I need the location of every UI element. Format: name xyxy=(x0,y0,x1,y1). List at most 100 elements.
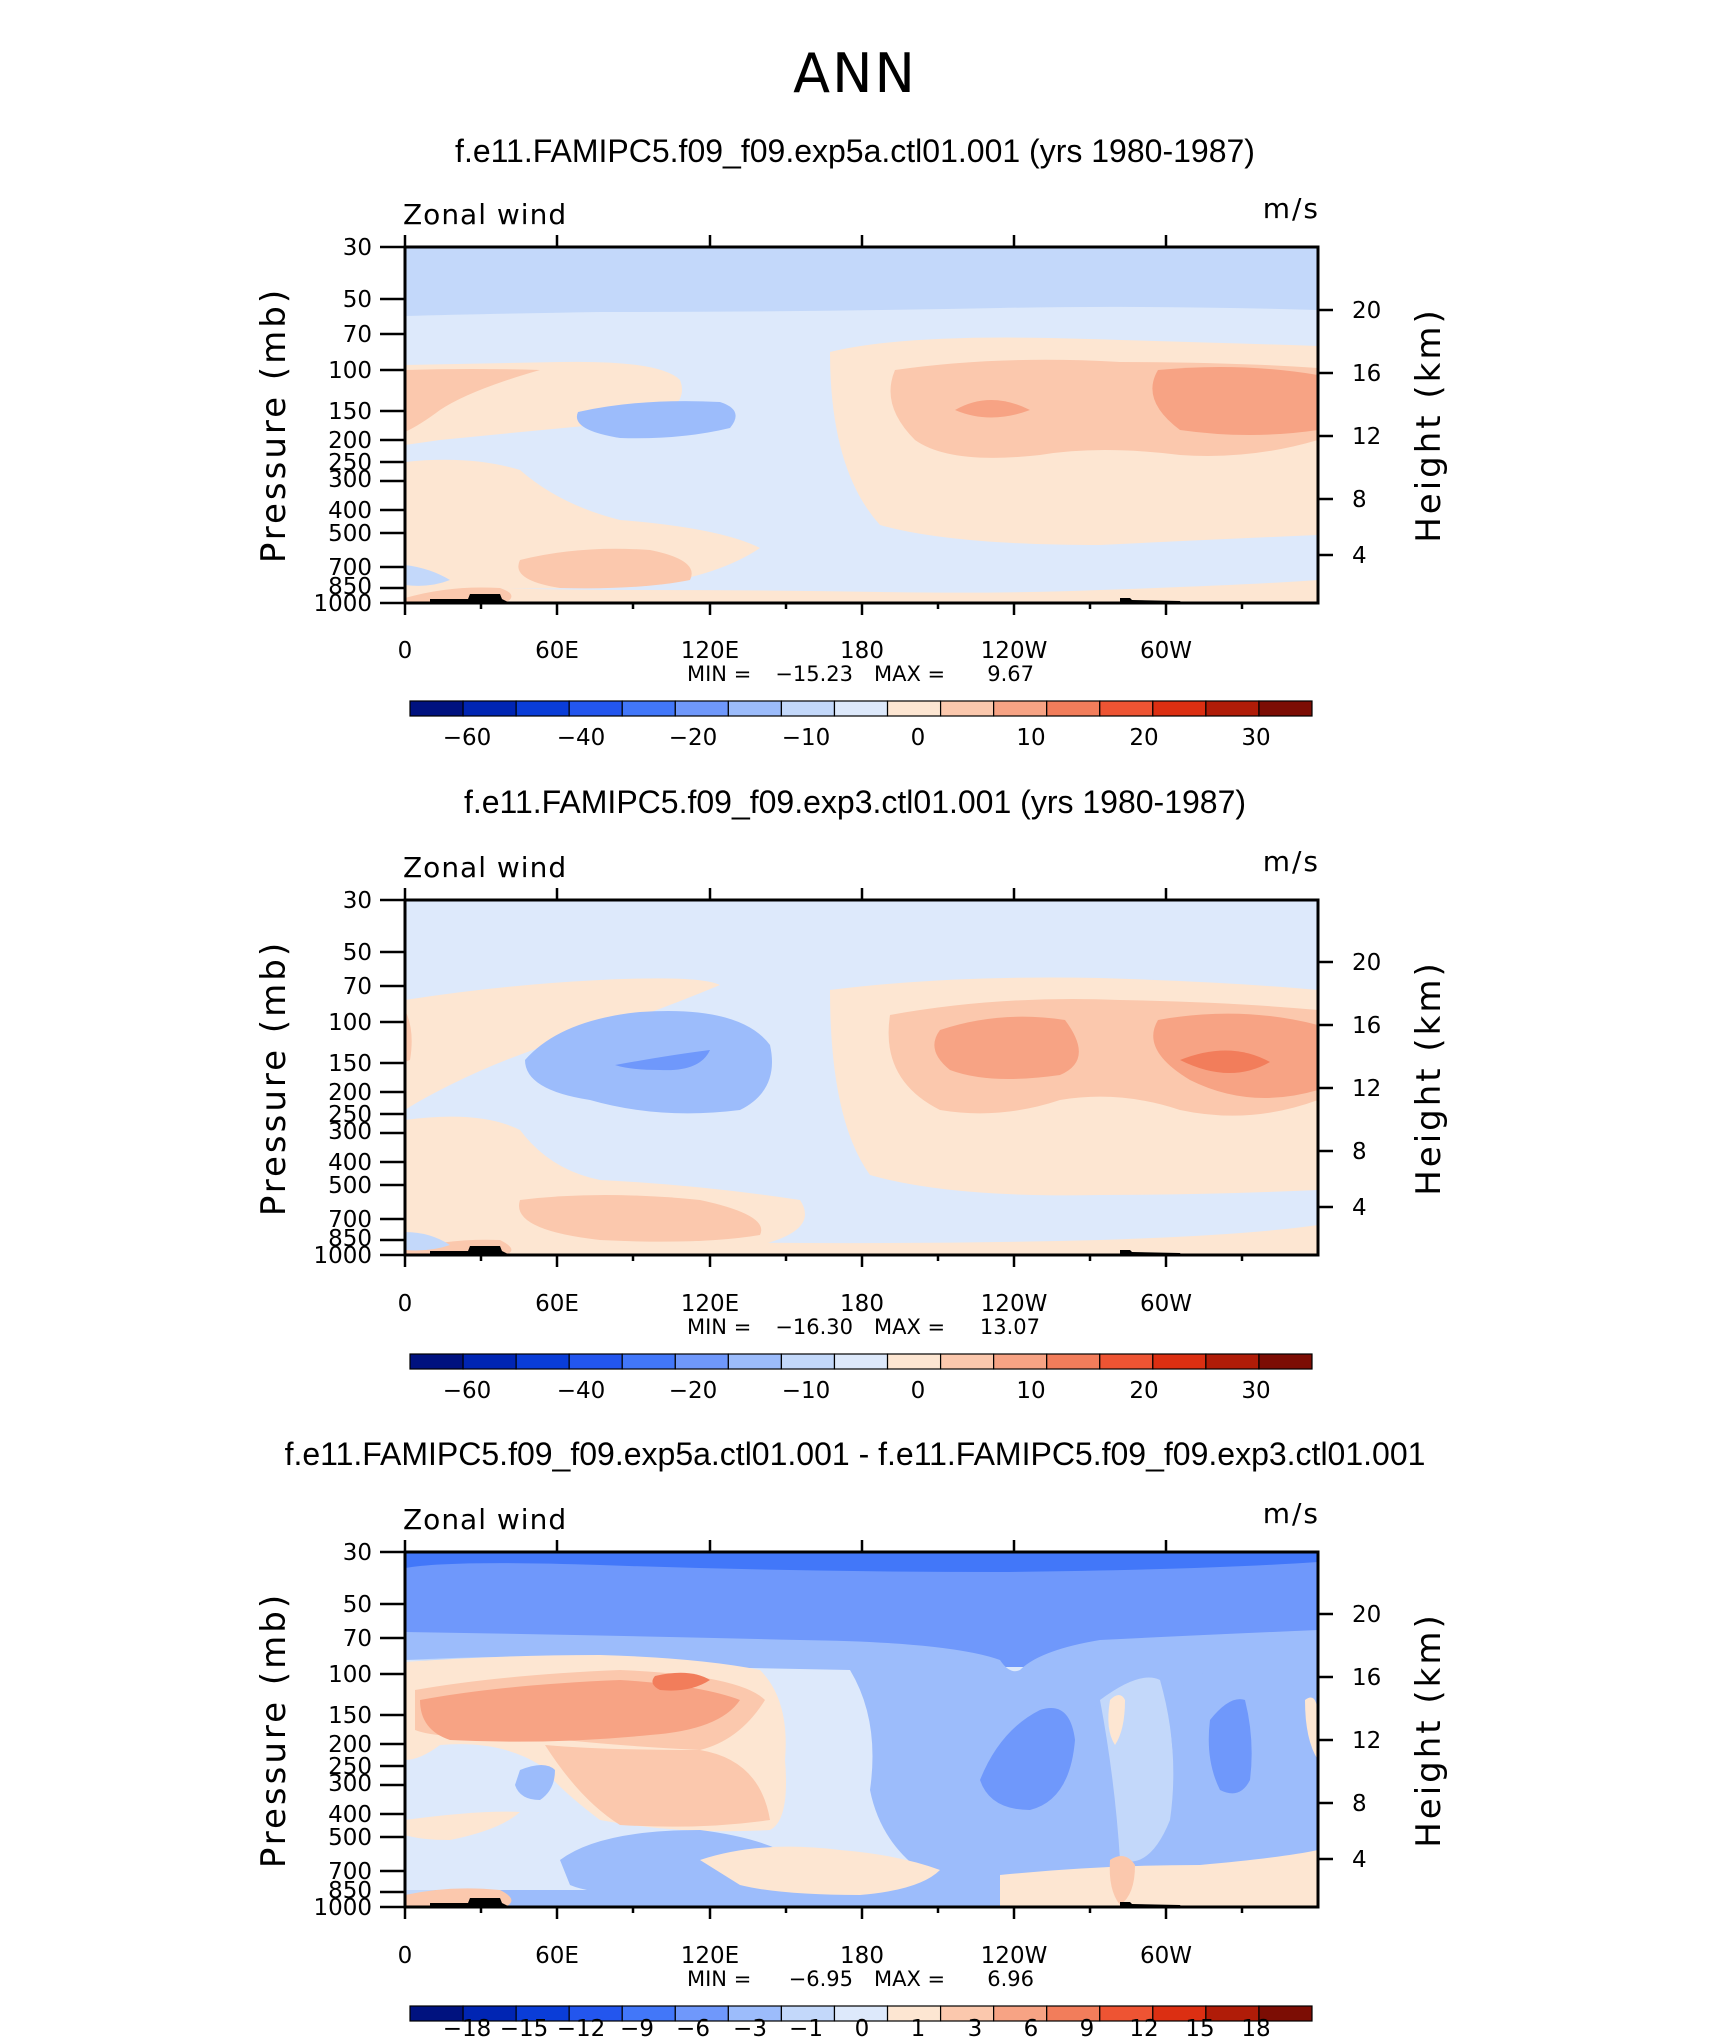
colorbar-swatch xyxy=(780,700,836,717)
y2-tick-label: 12 xyxy=(1352,1728,1381,1754)
colorbar-tick-label: 0 xyxy=(911,1378,926,1404)
x-tick-label: 0 xyxy=(398,1943,413,1969)
y2-tick-label: 12 xyxy=(1352,1076,1381,1102)
colorbar-swatch xyxy=(1099,1353,1154,1370)
panel-2-y2-tick-labels: 20 16 12 8 4 xyxy=(1352,950,1381,1221)
panel-1-ylabel: Pressure (mb) xyxy=(254,287,294,563)
x-tick-label: 0 xyxy=(398,1291,413,1317)
y-tick-label: 70 xyxy=(343,974,372,1000)
colorbar-tick-label: 0 xyxy=(855,2016,870,2038)
colorbar-swatch xyxy=(515,1353,570,1370)
y-tick-label: 300 xyxy=(328,1119,372,1145)
colorbar-swatch xyxy=(1046,700,1101,717)
x-tick-label: 120W xyxy=(981,1291,1048,1317)
colorbar-swatch xyxy=(1046,1353,1101,1370)
colorbar-swatch xyxy=(568,1353,623,1370)
panel-3-x-tick-labels: 0 60E 120E 180 120W 60W xyxy=(398,1943,1192,1969)
y-tick-label: 50 xyxy=(343,287,372,313)
colorbar-swatch xyxy=(833,700,889,717)
colorbar-swatch xyxy=(993,2005,1048,2022)
colorbar-tick-label: −10 xyxy=(782,1378,831,1404)
panel-2-contour-field xyxy=(405,900,1318,1255)
panel-2-axes xyxy=(380,888,1333,1267)
x-tick-label: 180 xyxy=(840,1943,884,1969)
colorbar-tick-label: 15 xyxy=(1185,2016,1214,2038)
panel-2-colorbar-ticks: −60 −40 −20 −10 0 10 20 30 xyxy=(443,1378,1271,1404)
colorbar-swatch xyxy=(462,1353,517,1370)
panel-2-ylabel: Pressure (mb) xyxy=(254,940,294,1216)
colorbar-swatch xyxy=(621,1353,676,1370)
panel-2-max-value: 13.07 xyxy=(980,1315,1040,1339)
y-tick-label: 850 xyxy=(328,1878,372,1904)
y-tick-label: 400 xyxy=(328,498,372,524)
colorbar-tick-label: 18 xyxy=(1241,2016,1270,2038)
y2-tick-label: 8 xyxy=(1352,1791,1367,1817)
colorbar-swatch xyxy=(1205,700,1260,717)
colorbar-tick-label: 20 xyxy=(1129,725,1158,751)
y-tick-label: 500 xyxy=(328,1173,372,1199)
colorbar-tick-label: −40 xyxy=(557,1378,606,1404)
y2-tick-label: 16 xyxy=(1352,1013,1381,1039)
colorbar-tick-label: 0 xyxy=(911,725,926,751)
y-tick-label: 250 xyxy=(328,1102,372,1128)
y-tick-label: 30 xyxy=(343,235,372,261)
colorbar-swatch xyxy=(568,700,623,717)
y-tick-label: 200 xyxy=(328,1732,372,1758)
colorbar-swatch xyxy=(886,1353,942,1370)
colorbar-swatch xyxy=(939,700,995,717)
panel-1-max-value: 9.67 xyxy=(987,662,1034,686)
y-tick-label: 100 xyxy=(328,1010,372,1036)
panel-3-ylabel: Pressure (mb) xyxy=(254,1592,294,1868)
y-tick-label: 850 xyxy=(328,574,372,600)
x-tick-label: 60E xyxy=(535,638,579,664)
colorbar-tick-label: −20 xyxy=(669,1378,718,1404)
x-tick-label: 120E xyxy=(681,1291,739,1317)
colorbar-swatch xyxy=(939,1353,995,1370)
y-tick-label: 400 xyxy=(328,1802,372,1828)
colorbar-tick-label: −20 xyxy=(669,725,718,751)
colorbar-tick-label: 1 xyxy=(911,2016,926,2038)
colorbar-swatch xyxy=(993,1353,1048,1370)
panel-1-contour-field xyxy=(405,247,1318,603)
panel-3-max-label: MAX = xyxy=(874,1967,945,1991)
panel-3-min-value: −6.95 xyxy=(789,1967,853,1991)
y2-tick-label: 4 xyxy=(1352,1195,1367,1221)
colorbar-tick-label: −60 xyxy=(443,1378,492,1404)
y-tick-label: 70 xyxy=(343,322,372,348)
page-title: ANN xyxy=(793,42,917,105)
x-tick-label: 0 xyxy=(398,638,413,664)
y-tick-label: 1000 xyxy=(313,1895,372,1921)
colorbar-swatch xyxy=(462,700,517,717)
panel-3-colorbar xyxy=(409,2005,1313,2022)
panel-1-min-value: −15.23 xyxy=(775,662,853,686)
panel-2-colorbar xyxy=(409,1353,1313,1370)
y-tick-label: 500 xyxy=(328,1825,372,1851)
colorbar-tick-label: −60 xyxy=(443,725,492,751)
y-tick-label: 850 xyxy=(328,1226,372,1252)
colorbar-tick-label: −1 xyxy=(789,2016,823,2038)
panel-2-left-label: Zonal wind xyxy=(403,851,567,884)
panel-3-title: f.e11.FAMIPC5.f09_f09.exp5a.ctl01.001 - … xyxy=(284,1436,1426,1472)
colorbar-swatch xyxy=(621,700,676,717)
y-tick-label: 1000 xyxy=(313,1243,372,1269)
panel-1-axes xyxy=(380,235,1333,615)
colorbar-swatch xyxy=(727,1353,783,1370)
colorbar-tick-label: 10 xyxy=(1016,1378,1045,1404)
colorbar-tick-label: 10 xyxy=(1016,725,1045,751)
y-tick-label: 70 xyxy=(343,1626,372,1652)
panel-1-x-tick-labels: 0 60E 120E 180 120W 60W xyxy=(398,638,1192,664)
panel-2-title: f.e11.FAMIPC5.f09_f09.exp3.ctl01.001 (yr… xyxy=(463,784,1247,820)
panel-3-left-label: Zonal wind xyxy=(403,1503,567,1536)
y2-tick-label: 20 xyxy=(1352,1602,1381,1628)
y2-tick-label: 20 xyxy=(1352,950,1381,976)
y-tick-label: 250 xyxy=(328,1754,372,1780)
panel-3-min-label: MIN = xyxy=(687,1967,751,1991)
colorbar-tick-label: 20 xyxy=(1129,1378,1158,1404)
y-tick-label: 250 xyxy=(328,450,372,476)
y-tick-label: 30 xyxy=(343,888,372,914)
colorbar-swatch xyxy=(993,700,1048,717)
y2-tick-label: 20 xyxy=(1352,298,1381,324)
